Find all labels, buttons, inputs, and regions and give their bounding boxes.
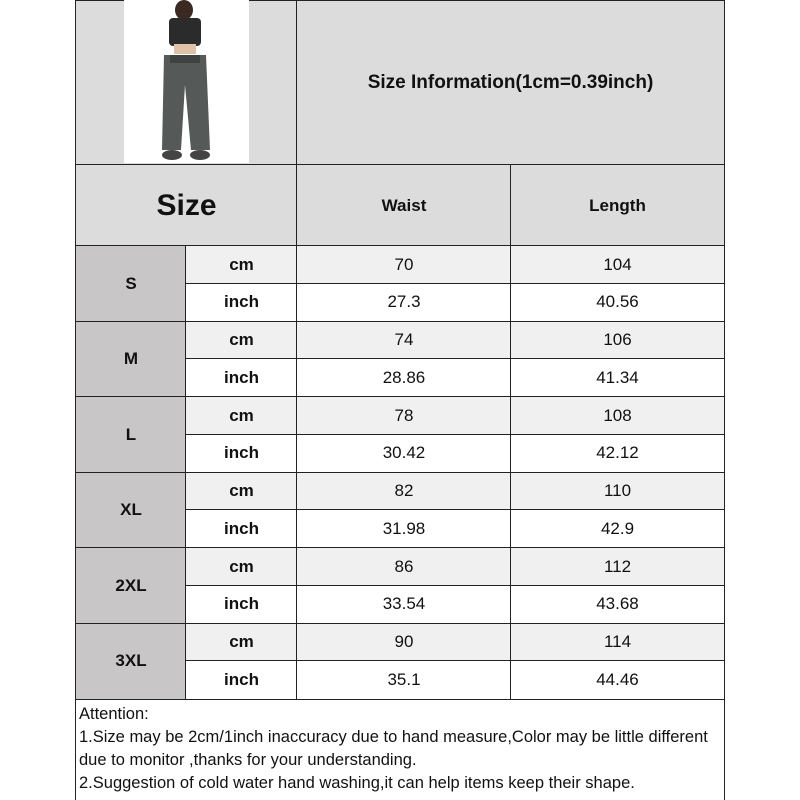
unit-inch: inch [185,433,298,473]
unit-inch: inch [185,584,298,624]
waist-inch-value: 33.54 [296,584,512,624]
size-label: XL [75,471,187,549]
length-cm-value: 110 [510,471,725,511]
length-cm-value: 106 [510,320,725,360]
size-label: M [75,320,187,398]
waist-inch-value: 35.1 [296,660,512,700]
length-cm-value: 112 [510,547,725,587]
length-header: Length [510,164,725,247]
unit-cm: cm [185,622,298,662]
waist-cm-value: 78 [296,396,512,436]
length-cm-value: 104 [510,245,725,285]
length-inch-value: 41.34 [510,358,725,398]
unit-cm: cm [185,320,298,360]
length-inch-value: 42.12 [510,433,725,473]
product-image [124,0,249,163]
unit-inch: inch [185,358,298,398]
waist-cm-value: 86 [296,547,512,587]
unit-cm: cm [185,471,298,511]
size-label: S [75,245,187,322]
attention-note-1: 1.Size may be 2cm/1inch inaccuracy due t… [79,728,708,769]
length-cm-value: 114 [510,622,725,662]
unit-inch: inch [185,282,298,322]
waist-header: Waist [296,164,512,247]
length-inch-value: 40.56 [510,282,725,322]
size-label: L [75,396,187,473]
attention-notes: Attention: 1.Size may be 2cm/1inch inacc… [75,699,725,800]
unit-inch: inch [185,660,298,700]
length-inch-value: 43.68 [510,584,725,624]
unit-cm: cm [185,396,298,436]
size-label: 3XL [75,622,187,700]
length-cm-value: 108 [510,396,725,436]
unit-cm: cm [185,245,298,285]
length-inch-value: 42.9 [510,509,725,549]
size-label: 2XL [75,547,187,624]
waist-cm-value: 74 [296,320,512,360]
waist-cm-value: 70 [296,245,512,285]
waist-inch-value: 30.42 [296,433,512,473]
waist-inch-value: 27.3 [296,282,512,322]
waist-cm-value: 82 [296,471,512,511]
waist-inch-value: 31.98 [296,509,512,549]
attention-note-2: 2.Suggestion of cold water hand washing,… [79,774,635,792]
size-header: Size [75,164,298,247]
size-info-title: Size Information(1cm=0.39inch) [296,0,725,166]
waist-inch-value: 28.86 [296,358,512,398]
unit-cm: cm [185,547,298,587]
length-inch-value: 44.46 [510,660,725,700]
attention-heading: Attention: [79,705,149,723]
unit-inch: inch [185,509,298,549]
waist-cm-value: 90 [296,622,512,662]
